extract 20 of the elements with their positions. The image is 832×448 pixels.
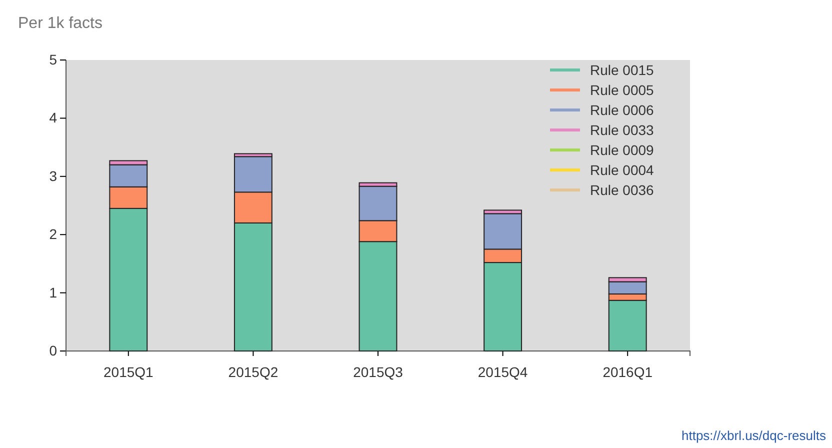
x-tick-label: 2015Q4 xyxy=(478,364,528,380)
legend-label: Rule 0004 xyxy=(590,162,654,178)
legend-label: Rule 0036 xyxy=(590,182,654,198)
legend-label: Rule 0006 xyxy=(590,102,654,118)
legend-label: Rule 0033 xyxy=(590,122,654,138)
y-axis-title: Per 1k facts xyxy=(18,15,102,32)
text: https://xbrl.us/dqc-results xyxy=(682,428,826,443)
legend-label: Rule 0005 xyxy=(590,82,654,98)
y-tick-label: 1 xyxy=(49,284,58,300)
legend-label: Rule 0015 xyxy=(590,62,654,78)
y-tick-label: 5 xyxy=(49,51,58,68)
y-tick-label: 2 xyxy=(49,226,58,242)
x-tick-label: 2016Q1 xyxy=(602,364,653,380)
x-tick-label: 2015Q2 xyxy=(228,364,278,380)
y-tick-label: 0 xyxy=(49,342,58,358)
legend-label: Rule 0009 xyxy=(590,142,654,158)
y-tick-label: 4 xyxy=(49,110,58,126)
x-tick-label: 2015Q1 xyxy=(103,364,154,380)
y-tick-label: 3 xyxy=(49,168,58,184)
x-tick-label: 2015Q3 xyxy=(353,364,404,380)
